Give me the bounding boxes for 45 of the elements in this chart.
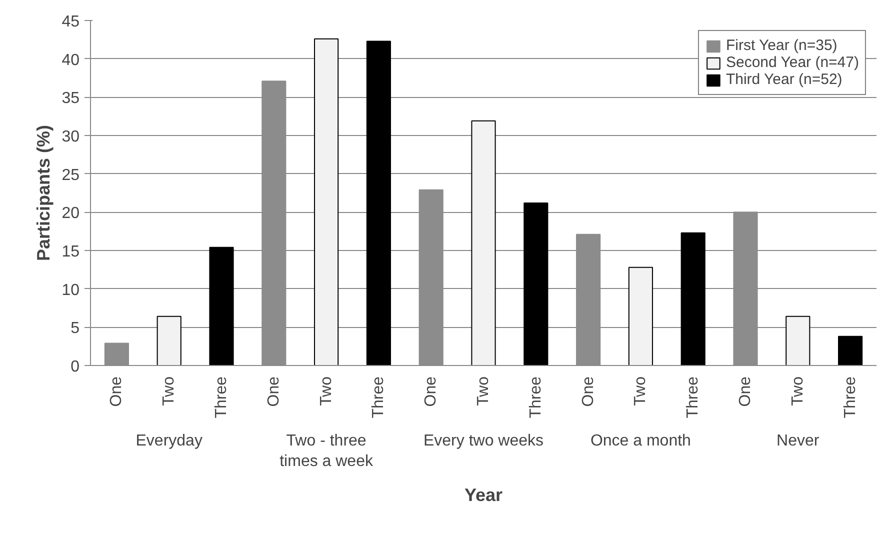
bar bbox=[366, 40, 391, 366]
x-tick-label: Three bbox=[842, 376, 859, 418]
x-tick-label: Two bbox=[789, 376, 806, 406]
text: Every two weeks bbox=[423, 432, 544, 450]
x-tick-label: Two bbox=[318, 376, 335, 406]
legend-label: Second Year (n=47) bbox=[726, 54, 859, 71]
y-tick-label: 5 bbox=[70, 320, 80, 338]
x-tick-label: One bbox=[737, 376, 754, 407]
bar bbox=[680, 232, 706, 366]
x-tick-label: Two bbox=[160, 376, 178, 406]
bar bbox=[838, 336, 863, 366]
legend-label: Third Year (n=52) bbox=[726, 71, 842, 88]
x-tick-label: Two bbox=[632, 376, 650, 406]
bar bbox=[314, 38, 339, 366]
y-tick-label: 10 bbox=[62, 282, 80, 299]
bar bbox=[156, 316, 182, 366]
x-tick-label: One bbox=[108, 376, 126, 407]
bar bbox=[524, 202, 548, 366]
text: Once a month bbox=[590, 432, 691, 450]
text: Everyday bbox=[136, 432, 202, 450]
y-tick-label: 40 bbox=[62, 52, 80, 69]
x-tick-label: Three bbox=[213, 376, 230, 418]
bar bbox=[209, 246, 234, 366]
bar bbox=[628, 266, 653, 366]
x-tick-label: One bbox=[265, 376, 282, 407]
x-tick-label: Two bbox=[475, 376, 492, 406]
y-axis-title: Participants (%) bbox=[34, 124, 54, 262]
y-tick-label: 0 bbox=[70, 358, 80, 376]
text: Two - three times a week bbox=[280, 432, 374, 470]
x-tick-label: Three bbox=[370, 376, 388, 418]
bar bbox=[471, 120, 496, 366]
x-tick-label: Three bbox=[527, 376, 544, 418]
y-tick-label: 45 bbox=[62, 14, 80, 30]
x-tick-label: One bbox=[580, 376, 597, 407]
y-tick-label: 20 bbox=[62, 205, 80, 222]
x-axis-title: Year bbox=[464, 484, 503, 505]
legend-label: First Year (n=35) bbox=[726, 37, 838, 54]
text: Never bbox=[776, 432, 820, 450]
x-tick-label: Three bbox=[684, 376, 702, 418]
y-tick-label: 30 bbox=[62, 128, 80, 146]
y-tick-label: 15 bbox=[62, 244, 80, 260]
y-tick-label: 25 bbox=[62, 166, 80, 184]
bar bbox=[786, 316, 810, 366]
y-tick-label: 35 bbox=[62, 90, 80, 108]
x-tick-label: One bbox=[422, 376, 440, 407]
